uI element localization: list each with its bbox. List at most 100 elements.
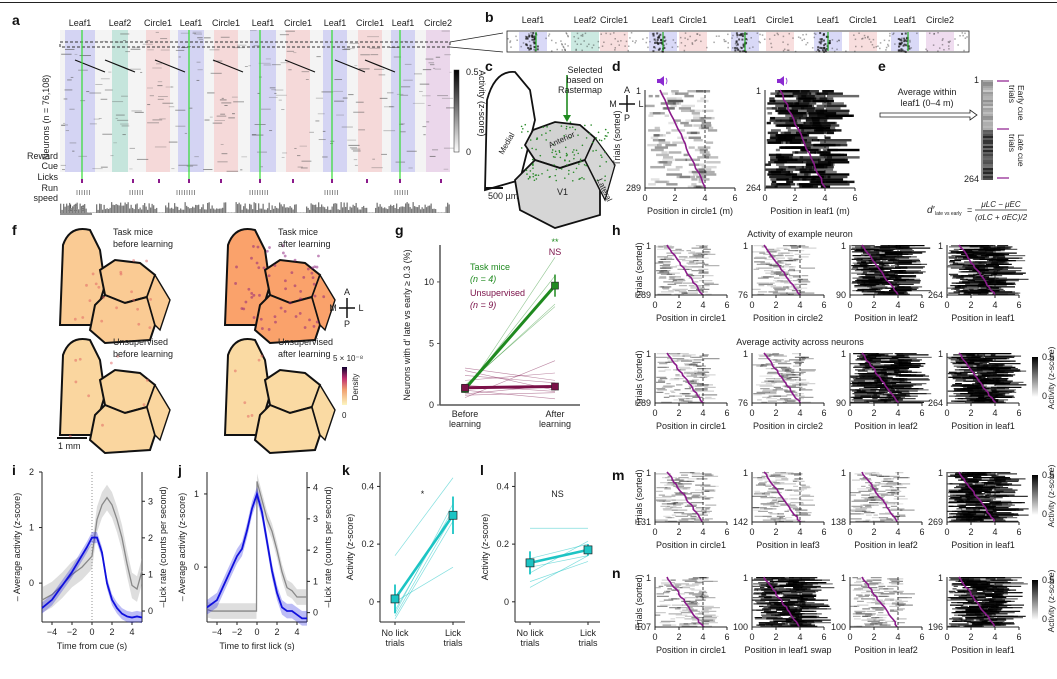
- run-speed-bar: [156, 207, 158, 213]
- raster-row-mark: [967, 390, 985, 392]
- raster-row-mark: [776, 515, 785, 517]
- raster-row-mark: [690, 374, 707, 376]
- raster-row-mark: [963, 293, 972, 295]
- raster-row-mark: [860, 359, 881, 361]
- raster-mark: [358, 68, 370, 70]
- raster-row-mark: [660, 267, 673, 269]
- raster-row-mark: [863, 472, 876, 474]
- run-speed-bar: [436, 212, 438, 213]
- raster-row-mark: [691, 495, 699, 497]
- raster-row-mark: [787, 580, 799, 582]
- selected-neuron-dot: [564, 146, 567, 149]
- raster-row-mark: [765, 378, 775, 380]
- density-hotspot: [293, 284, 297, 288]
- raster-row-mark: [696, 597, 707, 599]
- panel-d-ylabel: Trials (sorted): [612, 110, 622, 165]
- raster-row-mark: [988, 505, 1011, 507]
- raster-row-mark: [645, 104, 655, 108]
- raster-row-mark: [752, 585, 771, 587]
- raster-row-mark: [864, 400, 875, 402]
- raster-row-mark: [895, 286, 905, 288]
- selected-neuron-dot: [520, 131, 523, 133]
- raster-mark: [788, 49, 790, 52]
- raster-row-mark: [702, 251, 710, 253]
- raster-row-mark: [770, 116, 776, 120]
- raster-row-mark: [795, 381, 810, 383]
- raster-row-mark: [809, 180, 821, 184]
- raster-row-mark: [952, 588, 957, 590]
- selected-neuron-dot: [560, 168, 563, 170]
- raster-row-mark: [773, 355, 787, 357]
- density-hotspot: [115, 306, 118, 310]
- raster-row-mark: [660, 505, 670, 507]
- raster-row-mark: [758, 479, 763, 481]
- raster-row-mark: [752, 599, 778, 601]
- raster-row-mark: [972, 373, 997, 375]
- raster-row-mark: [655, 356, 670, 358]
- raster-mark: [80, 100, 86, 102]
- raster-row-mark: [650, 178, 660, 181]
- raster-row-mark: [791, 146, 811, 149]
- raster-row-mark: [894, 399, 903, 401]
- raster-row-mark: [673, 395, 683, 397]
- raster-row-mark: [860, 246, 888, 248]
- raster-row-mark: [979, 356, 985, 358]
- raster-mark: [274, 89, 284, 91]
- raster-row-mark: [869, 485, 877, 487]
- raster-row-mark: [797, 599, 824, 601]
- individual-mouse-line: [394, 566, 454, 603]
- density-hotspot: [256, 245, 260, 249]
- raster-mark: [635, 40, 637, 42]
- raster-row-mark: [691, 578, 702, 580]
- raster-row-mark: [801, 598, 808, 600]
- trial-average-cell: [983, 154, 993, 156]
- cue-mark: [81, 179, 83, 183]
- segment-band-leaf1: [250, 30, 276, 172]
- formula-numerator: μLC − μEC: [980, 200, 1020, 209]
- raster-row-mark: [857, 370, 868, 372]
- colorbar-label: Activity (z-score): [1046, 464, 1056, 527]
- x-tick-label: 0: [254, 627, 259, 637]
- raster-row-mark: [773, 395, 788, 397]
- raster-mark: [516, 39, 518, 41]
- raster-row-mark: [679, 368, 693, 370]
- mean-marker: [525, 558, 535, 568]
- raster-row-mark: [695, 262, 705, 264]
- selected-neuron-dot: [585, 164, 587, 167]
- raster-row-mark: [890, 258, 920, 260]
- raster-mark: [297, 166, 303, 168]
- x-tick-label: No lick: [381, 628, 409, 638]
- raster-row-mark: [952, 375, 987, 377]
- raster-row-mark: [772, 582, 790, 584]
- raster-row-mark: [694, 148, 708, 152]
- density-hotspot: [149, 297, 153, 301]
- raster-row-mark: [867, 489, 879, 491]
- raster-row-mark: [994, 395, 1014, 397]
- raster-row-mark: [697, 368, 707, 370]
- trial-average-cell: [983, 100, 993, 102]
- raster-row-mark: [753, 592, 782, 594]
- raster-row-mark: [850, 401, 870, 403]
- segment-band: [679, 32, 707, 51]
- raster-row-mark: [697, 368, 711, 370]
- x-tick-label: Lick: [580, 628, 597, 638]
- raster-row-mark: [975, 483, 1008, 485]
- raster-mark: [296, 155, 301, 157]
- raster-row-mark: [995, 603, 1005, 605]
- raster-row-mark: [799, 358, 814, 360]
- raster-row-mark: [862, 369, 875, 371]
- raster-row-mark: [769, 255, 784, 257]
- raster-row-mark: [782, 265, 790, 267]
- panel-b-frame: [506, 30, 970, 53]
- raster-row-mark: [986, 608, 992, 610]
- raster-row-mark: [760, 508, 773, 510]
- raster-row-mark: [869, 474, 882, 476]
- x-tick-label: 4: [895, 632, 900, 642]
- run-speed-bar: [243, 206, 245, 213]
- raster-mark: [854, 50, 856, 53]
- raster-mark: [649, 40, 651, 43]
- density-hotspot: [283, 279, 287, 283]
- x-tick-label: 4: [700, 408, 705, 418]
- raster-row-mark: [965, 354, 974, 356]
- raster-row-mark: [648, 114, 654, 117]
